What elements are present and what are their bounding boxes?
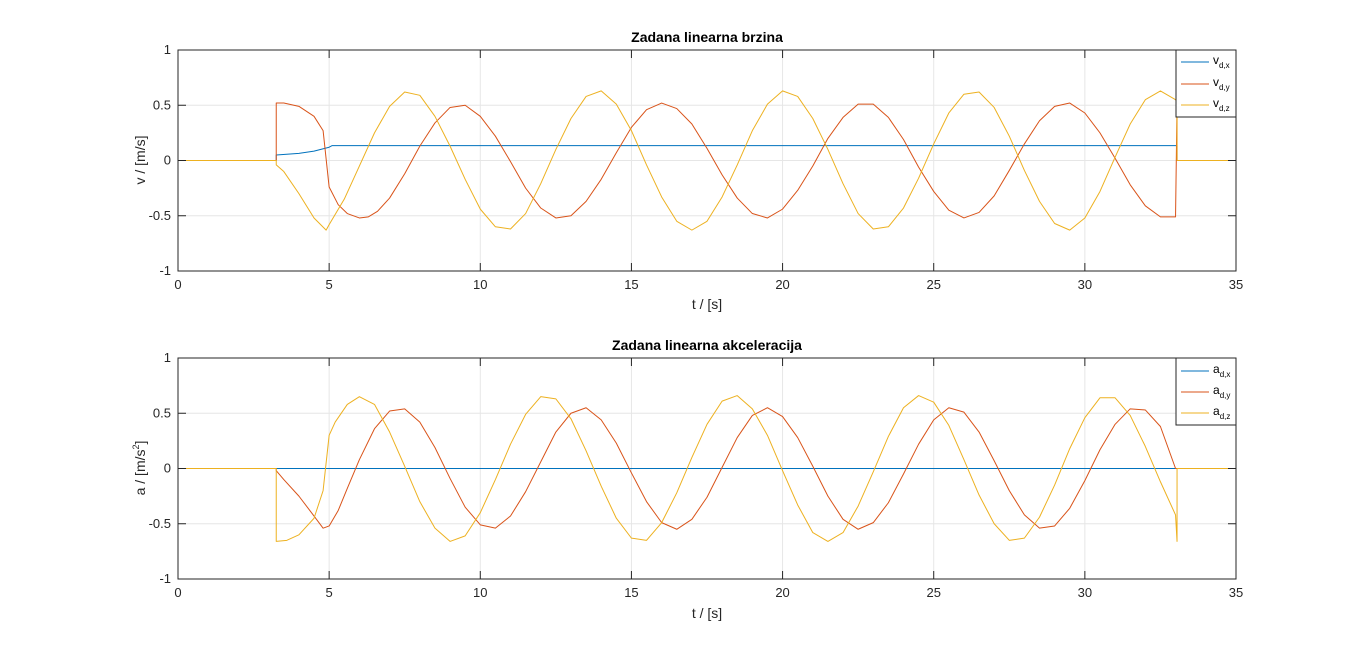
y-tick-label: 0 [164, 461, 171, 476]
y-tick-labels: -1 -0.5 0 0.5 1 [149, 42, 171, 278]
series-line-ady [178, 407, 1236, 530]
y-tick-label: -0.5 [149, 208, 171, 223]
y-tick-labels: -1 -0.5 0 0.5 1 [149, 350, 171, 586]
x-tick-label: 5 [326, 277, 333, 292]
x-tick-label: 30 [1078, 585, 1092, 600]
x-tick-label: 0 [174, 277, 181, 292]
series-line-vdy [178, 102, 1236, 219]
legend-label-ady: ad,y [1213, 383, 1230, 400]
series-lines [178, 90, 1236, 231]
x-tick-label: 20 [775, 277, 789, 292]
x-tick-labels: 0 5 10 15 20 25 30 35 [174, 585, 1243, 600]
x-axis-label: t / [s] [692, 605, 722, 621]
legend-label-adz: ad,z [1213, 404, 1230, 421]
y-tick-label: -1 [159, 571, 171, 586]
legend-label-vdx: vd,x [1213, 53, 1230, 70]
chart-title: Zadana linearna akceleracija [612, 337, 802, 353]
x-tick-label: 10 [473, 585, 487, 600]
y-tick-label: -0.5 [149, 516, 171, 531]
x-tick-label: 25 [926, 585, 940, 600]
x-tick-label: 25 [926, 277, 940, 292]
x-tick-label: 0 [174, 585, 181, 600]
x-tick-label: 10 [473, 277, 487, 292]
x-tick-label: 5 [326, 585, 333, 600]
x-tick-label: 35 [1229, 585, 1243, 600]
y-tick-label: -1 [159, 263, 171, 278]
y-tick-label: 0 [164, 153, 171, 168]
legend-label-vdz: vd,z [1213, 96, 1230, 113]
y-tick-label: 0.5 [153, 97, 171, 112]
y-tick-label: 1 [164, 350, 171, 365]
series-lines [178, 395, 1236, 542]
legend: vd,x vd,y vd,z [1175, 49, 1237, 118]
y-tick-label: 0.5 [153, 405, 171, 420]
legend: ad,x ad,y ad,z [1175, 357, 1237, 426]
y-axis-label: a / [m/s2] [131, 441, 148, 496]
x-tick-label: 35 [1229, 277, 1243, 292]
x-tick-label: 15 [624, 277, 638, 292]
x-tick-label: 15 [624, 585, 638, 600]
series-line-vdz [178, 90, 1236, 231]
chart-title: Zadana linearna brzina [631, 29, 783, 45]
y-axis-label: v / [m/s] [132, 136, 148, 185]
legend-label-adx: ad,x [1213, 362, 1230, 379]
axes-acceleration: 0 5 10 15 20 25 30 35 -1 -0.5 0 0.5 1 Zadana linear… [131, 337, 1243, 621]
x-tick-label: 20 [775, 585, 789, 600]
y-tick-label: 1 [164, 42, 171, 57]
x-tick-label: 30 [1078, 277, 1092, 292]
series-line-adz [178, 395, 1236, 542]
x-tick-labels: 0 5 10 15 20 25 30 35 [174, 277, 1243, 292]
x-axis-label: t / [s] [692, 296, 722, 312]
axes-velocity: 0 5 10 15 20 25 30 35 -1 -0.5 0 0.5 1 Zadana linear… [132, 29, 1243, 312]
legend-label-vdy: vd,y [1213, 75, 1230, 92]
tick-marks [177, 49, 1237, 272]
